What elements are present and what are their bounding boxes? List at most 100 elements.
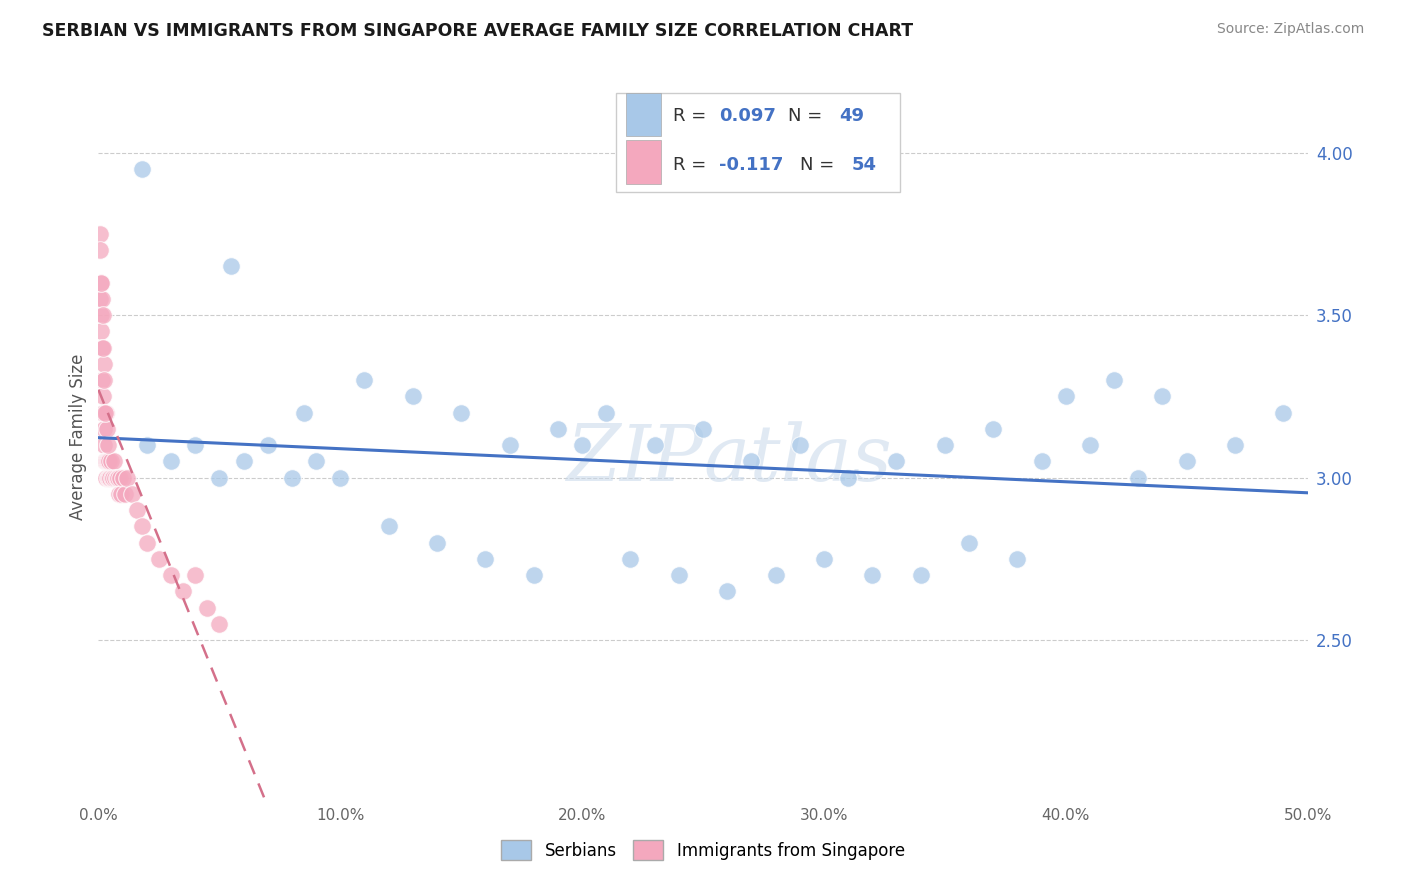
Point	[91, 373, 114, 387]
Point	[1152, 389, 1174, 403]
Point	[108, 487, 131, 501]
Point	[1175, 454, 1198, 468]
Point	[208, 617, 231, 632]
Point	[184, 568, 207, 582]
Point	[89, 227, 111, 241]
Point	[90, 341, 112, 355]
Point	[1078, 438, 1101, 452]
Point	[886, 454, 908, 468]
Point	[135, 438, 157, 452]
Point	[94, 406, 117, 420]
Point	[221, 260, 243, 274]
Point	[103, 454, 125, 468]
Point	[450, 406, 472, 420]
Point	[172, 584, 194, 599]
Point	[100, 471, 122, 485]
Point	[498, 438, 520, 452]
Point	[93, 422, 115, 436]
Y-axis label: Average Family Size: Average Family Size	[69, 354, 87, 520]
Text: -0.117: -0.117	[718, 156, 783, 175]
Point	[195, 600, 218, 615]
Point	[305, 454, 328, 468]
Text: 54: 54	[852, 156, 877, 175]
Point	[523, 568, 546, 582]
Point	[93, 438, 115, 452]
Point	[934, 438, 956, 452]
Point	[96, 471, 118, 485]
FancyBboxPatch shape	[626, 140, 661, 184]
Text: R =: R =	[673, 107, 711, 125]
Point	[89, 243, 111, 257]
Point	[1223, 438, 1246, 452]
Point	[957, 535, 980, 549]
Point	[121, 487, 143, 501]
Text: atlas: atlas	[703, 421, 891, 497]
Text: Source: ZipAtlas.com: Source: ZipAtlas.com	[1216, 22, 1364, 37]
Legend: Serbians, Immigrants from Singapore: Serbians, Immigrants from Singapore	[501, 840, 905, 860]
Point	[90, 276, 112, 290]
Point	[571, 438, 593, 452]
Point	[981, 422, 1004, 436]
Point	[256, 438, 278, 452]
Point	[91, 292, 114, 306]
Point	[160, 454, 183, 468]
Point	[97, 471, 120, 485]
Text: N =: N =	[787, 107, 828, 125]
Point	[96, 454, 118, 468]
Text: R =: R =	[673, 156, 711, 175]
Point	[1272, 406, 1295, 420]
Point	[97, 471, 120, 485]
Point	[98, 454, 121, 468]
Point	[90, 276, 112, 290]
Point	[131, 161, 153, 176]
Point	[595, 406, 617, 420]
Point	[93, 373, 115, 387]
Text: 49: 49	[839, 107, 865, 125]
Point	[94, 454, 117, 468]
Point	[93, 357, 115, 371]
Point	[100, 454, 122, 468]
Point	[813, 552, 835, 566]
Point	[97, 438, 120, 452]
Point	[111, 471, 134, 485]
Point	[1128, 471, 1150, 485]
Point	[148, 552, 170, 566]
Point	[837, 471, 859, 485]
Point	[90, 308, 112, 322]
Point	[91, 389, 114, 403]
Point	[377, 519, 399, 533]
Point	[716, 584, 738, 599]
Point	[98, 471, 121, 485]
Point	[91, 308, 114, 322]
Point	[127, 503, 149, 517]
Point	[353, 373, 375, 387]
Point	[619, 552, 641, 566]
Point	[1054, 389, 1077, 403]
Text: 0.097: 0.097	[718, 107, 776, 125]
Point	[789, 438, 811, 452]
Point	[329, 471, 352, 485]
FancyBboxPatch shape	[626, 93, 661, 136]
Point	[184, 438, 207, 452]
Point	[740, 454, 762, 468]
Point	[402, 389, 425, 403]
Text: ZIP: ZIP	[565, 421, 703, 497]
Point	[281, 471, 304, 485]
Point	[668, 568, 690, 582]
Point	[91, 406, 114, 420]
Point	[208, 471, 231, 485]
Point	[117, 471, 139, 485]
Point	[101, 471, 124, 485]
FancyBboxPatch shape	[616, 94, 900, 192]
Point	[765, 568, 787, 582]
Point	[232, 454, 254, 468]
Point	[910, 568, 932, 582]
Point	[110, 487, 132, 501]
Point	[692, 422, 714, 436]
Point	[160, 568, 183, 582]
Text: N =: N =	[800, 156, 839, 175]
Point	[547, 422, 569, 436]
Text: SERBIAN VS IMMIGRANTS FROM SINGAPORE AVERAGE FAMILY SIZE CORRELATION CHART: SERBIAN VS IMMIGRANTS FROM SINGAPORE AVE…	[42, 22, 914, 40]
Point	[90, 325, 112, 339]
Point	[292, 406, 315, 420]
